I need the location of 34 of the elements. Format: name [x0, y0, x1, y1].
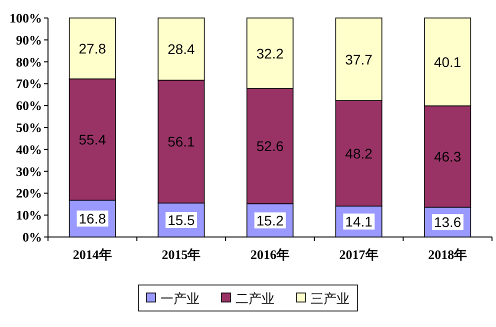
data-label: 13.6	[434, 214, 462, 230]
data-label: 16.8	[78, 210, 106, 227]
data-label: 37.7	[345, 51, 373, 68]
x-tick-label: 2015年	[162, 247, 201, 262]
y-tick-label: 40%	[16, 142, 42, 157]
legend-label: 一产业	[160, 292, 200, 307]
y-tick-label: 20%	[16, 186, 42, 201]
data-label: 46.3	[434, 148, 462, 165]
y-tick-label: 60%	[16, 98, 42, 114]
data-label: 55.4	[78, 132, 106, 148]
data-label: 56.1	[168, 134, 196, 150]
y-tick-label: 100%	[10, 10, 42, 26]
data-label: 52.6	[256, 138, 284, 154]
y-tick-label: 80%	[16, 54, 42, 70]
legend-label: 二产业	[236, 292, 274, 307]
y-tick-label: 30%	[16, 164, 42, 179]
x-tick-label: 2017年	[339, 247, 378, 262]
data-label: 28.4	[168, 41, 196, 58]
data-label: 15.5	[168, 212, 196, 228]
data-label: 40.1	[434, 54, 462, 70]
legend-label: 三产业	[310, 292, 350, 307]
x-tick-label: 2016年	[250, 247, 290, 262]
y-tick-label: 50%	[16, 120, 42, 135]
y-tick-label: 10%	[16, 208, 42, 223]
data-label: 48.2	[345, 145, 373, 162]
data-label: 27.8	[78, 40, 106, 56]
y-tick-label: 0%	[22, 230, 42, 244]
data-label: 32.2	[256, 45, 284, 62]
y-tick-label: 90%	[16, 32, 42, 48]
data-label: 15.2	[256, 212, 284, 228]
data-label: 14.1	[345, 214, 373, 230]
y-tick-label: 70%	[16, 76, 42, 92]
x-tick-label: 2018年	[428, 247, 468, 262]
x-tick-label: 2014年	[72, 247, 112, 262]
